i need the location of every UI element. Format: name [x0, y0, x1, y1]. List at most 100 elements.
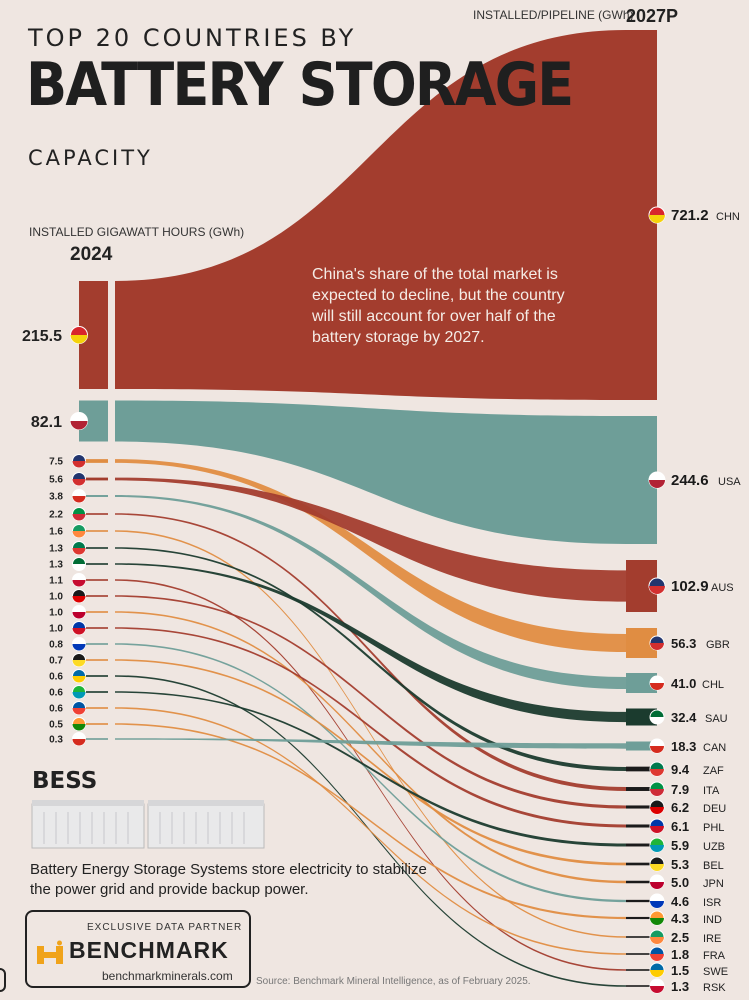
- flag-accent: [650, 970, 664, 977]
- flag-accent: [650, 789, 664, 796]
- right-value-label: 41.0: [671, 676, 696, 691]
- left-bar: [79, 707, 108, 709]
- right-country-code: UZB: [703, 841, 725, 853]
- title-top: TOP 20 COUNTRIES BY: [28, 24, 357, 52]
- right-country-code: ISR: [703, 897, 721, 909]
- usa-flag-icon: [70, 412, 88, 430]
- right-bar: [626, 985, 657, 987]
- flag-accent: [650, 986, 664, 993]
- flag-accent: [72, 496, 86, 503]
- flow-ind: [115, 723, 626, 920]
- partner-label: EXCLUSIVE DATA PARTNER: [87, 922, 243, 933]
- right-value-label: 244.6: [671, 472, 709, 489]
- chl-flag-icon: [649, 675, 665, 691]
- right-value-label: 102.9: [671, 578, 709, 595]
- left-bar: [79, 563, 108, 565]
- left-value-label: 1.0: [49, 624, 63, 635]
- flow-chn: [115, 30, 626, 400]
- right-subtitle: INSTALLED/PIPELINE (GWh): [473, 8, 634, 22]
- flag-accent: [72, 564, 86, 571]
- left-year-label: 2024: [70, 244, 113, 265]
- left-bar: [79, 595, 108, 597]
- right-bar: [626, 843, 657, 847]
- left-bar: [79, 675, 108, 677]
- flow-aus: [115, 477, 626, 602]
- left-bar: [79, 643, 108, 645]
- flag-accent: [649, 586, 665, 594]
- ire-flag-icon: [72, 524, 86, 538]
- left-bar: [79, 579, 108, 581]
- right-bar: [626, 953, 657, 955]
- left-bar: [79, 513, 108, 515]
- flow-deu: [115, 595, 626, 809]
- flag-accent: [649, 480, 665, 488]
- right-value-label: 5.9: [671, 838, 689, 853]
- jpn-flag-icon: [72, 605, 86, 619]
- flow-can: [115, 738, 626, 749]
- flag-accent: [72, 708, 86, 715]
- right-country-code: USA: [718, 476, 741, 488]
- right-country-code: CHL: [702, 679, 724, 691]
- left-value-label: 2.2: [49, 510, 63, 521]
- right-bar: [626, 708, 657, 726]
- right-bar: [626, 880, 657, 884]
- bess-title: BESS: [32, 768, 98, 794]
- right-value-label: 721.2: [671, 207, 709, 224]
- flow-ire: [115, 530, 626, 938]
- isr-flag-icon: [649, 893, 665, 909]
- flow-bel: [115, 659, 626, 866]
- can-flag-icon: [649, 738, 665, 754]
- left-value-label: 1.3: [49, 544, 63, 555]
- gbr-flag-icon: [649, 635, 665, 651]
- fra-flag-icon: [649, 946, 665, 962]
- left-value-label: 0.8: [49, 640, 63, 651]
- zaf-flag-icon: [649, 761, 665, 777]
- right-bar: [626, 741, 657, 751]
- flag-accent: [650, 937, 664, 944]
- left-bar: [79, 738, 108, 740]
- source-note: Source: Benchmark Mineral Intelligence, …: [256, 976, 531, 987]
- right-bar: [626, 673, 657, 693]
- right-country-code: RSK: [703, 982, 726, 994]
- right-value-label: 5.0: [671, 875, 689, 890]
- flag-accent: [72, 612, 86, 619]
- left-bar: [79, 723, 108, 725]
- left-value-label: 3.8: [49, 492, 63, 503]
- flag-accent: [72, 596, 86, 603]
- right-value-label: 4.3: [671, 911, 689, 926]
- left-value-label: 0.7: [49, 656, 63, 667]
- flow-ita: [115, 513, 626, 791]
- flag-accent: [70, 335, 88, 344]
- flag-accent: [650, 845, 664, 852]
- right-bar: [626, 824, 657, 828]
- bel-flag-icon: [72, 653, 86, 667]
- right-bar: [626, 862, 657, 866]
- flag-accent: [72, 739, 86, 746]
- partner-url[interactable]: benchmarkminerals.com: [102, 969, 233, 983]
- data-partner-box[interactable]: EXCLUSIVE DATA PARTNER BENCHMARK benchma…: [25, 910, 251, 988]
- flag-accent: [72, 479, 86, 486]
- right-country-code: CAN: [703, 742, 726, 754]
- deu-flag-icon: [649, 799, 665, 815]
- right-country-code: DEU: [703, 803, 726, 815]
- flow-sau: [115, 563, 626, 723]
- flag-accent: [650, 918, 664, 925]
- battery-storage-illustration: [31, 800, 265, 849]
- flag-accent: [72, 580, 86, 587]
- right-value-label: 6.1: [671, 819, 689, 834]
- right-country-code: ZAF: [703, 765, 724, 777]
- right-country-code: BEL: [703, 860, 724, 872]
- left-bar: [79, 547, 108, 549]
- flag-accent: [72, 548, 86, 555]
- flag-accent: [72, 531, 86, 538]
- left-value-label: 0.6: [49, 688, 63, 699]
- benchmark-logo-icon: [37, 940, 63, 964]
- phl-flag-icon: [649, 818, 665, 834]
- swe-flag-icon: [72, 669, 86, 683]
- china-annotation: China's share of the total market is exp…: [312, 266, 565, 346]
- flag-accent: [650, 882, 664, 889]
- left-bar: [79, 611, 108, 613]
- usa-flag-icon: [648, 471, 666, 489]
- right-value-label: 18.3: [671, 739, 696, 754]
- flow-chl: [115, 495, 626, 689]
